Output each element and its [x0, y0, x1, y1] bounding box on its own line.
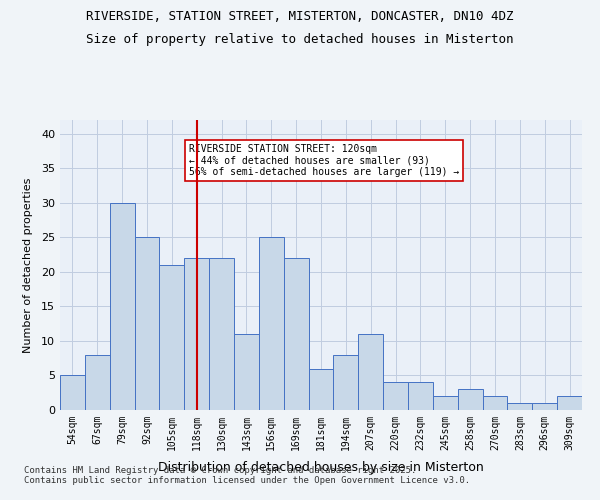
Bar — [60, 376, 85, 410]
Bar — [557, 396, 582, 410]
Bar — [532, 403, 557, 410]
Bar — [160, 265, 184, 410]
Y-axis label: Number of detached properties: Number of detached properties — [23, 178, 32, 352]
Bar — [408, 382, 433, 410]
X-axis label: Distribution of detached houses by size in Misterton: Distribution of detached houses by size … — [158, 461, 484, 474]
Bar — [458, 390, 482, 410]
Bar — [284, 258, 308, 410]
Bar — [358, 334, 383, 410]
Bar — [482, 396, 508, 410]
Bar — [383, 382, 408, 410]
Bar — [184, 258, 209, 410]
Text: Size of property relative to detached houses in Misterton: Size of property relative to detached ho… — [86, 32, 514, 46]
Bar — [85, 355, 110, 410]
Bar — [110, 203, 134, 410]
Bar — [259, 238, 284, 410]
Bar — [234, 334, 259, 410]
Bar — [508, 403, 532, 410]
Bar — [209, 258, 234, 410]
Text: Contains HM Land Registry data © Crown copyright and database right 2025.
Contai: Contains HM Land Registry data © Crown c… — [24, 466, 470, 485]
Text: RIVERSIDE STATION STREET: 120sqm
← 44% of detached houses are smaller (93)
56% o: RIVERSIDE STATION STREET: 120sqm ← 44% o… — [189, 144, 460, 178]
Bar — [134, 238, 160, 410]
Text: RIVERSIDE, STATION STREET, MISTERTON, DONCASTER, DN10 4DZ: RIVERSIDE, STATION STREET, MISTERTON, DO… — [86, 10, 514, 23]
Bar — [308, 368, 334, 410]
Bar — [334, 355, 358, 410]
Bar — [433, 396, 458, 410]
